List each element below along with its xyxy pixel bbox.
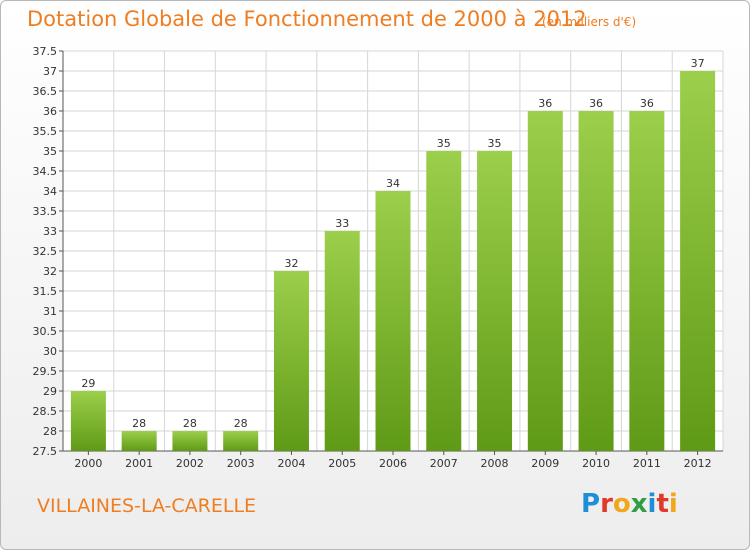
x-tick-label: 2010 [582,457,610,470]
y-tick-label: 31 [43,305,57,318]
value-label: 34 [386,177,400,190]
x-tick-label: 2009 [531,457,559,470]
y-tick-label: 32.5 [33,245,58,258]
y-tick-label: 28 [43,425,57,438]
value-label: 28 [183,417,197,430]
bar-2012 [680,71,716,451]
proxiti-logo: Proxiti [581,489,678,519]
value-label: 36 [538,97,552,110]
commune-name: VILLAINES-LA-CARELLE [37,495,257,517]
bar-2011 [629,111,665,451]
x-tick-label: 2006 [379,457,407,470]
bar-2010 [578,111,614,451]
y-tick-label: 31.5 [33,285,58,298]
bar-2007 [426,151,462,451]
y-tick-label: 27.5 [33,445,58,458]
y-tick-label: 29.5 [33,365,58,378]
bar-2000 [70,391,106,451]
y-tick-label: 32 [43,265,57,278]
y-tick-label: 37 [43,65,57,78]
bar-2003 [223,431,259,451]
logo-letter: x [630,489,648,519]
x-tick-label: 2011 [633,457,661,470]
x-tick-label: 2007 [430,457,458,470]
x-tick-label: 2004 [277,457,305,470]
y-tick-label: 36.5 [33,85,58,98]
y-tick-label: 34 [43,185,57,198]
bar-2009 [527,111,563,451]
logo-letter: i [668,489,678,519]
value-label: 28 [132,417,146,430]
y-tick-label: 33 [43,225,57,238]
logo-letter: P [581,489,601,519]
bar-2004 [273,271,309,451]
x-tick-label: 2001 [125,457,153,470]
labels: 27.5 28 28.5 29 29.5 30 30.5 31 31.5 32 32.5 33 33.5… [33,45,712,470]
value-label: 35 [488,137,502,150]
bar-2001 [121,431,157,451]
logo-letter: r [600,489,613,519]
x-tick-label: 2005 [328,457,356,470]
y-tick-label: 35.5 [33,125,58,138]
value-label: 29 [81,377,95,390]
value-label: 32 [284,257,298,270]
chart-unit: (en milliers d'€) [542,15,637,29]
x-tick-label: 2002 [176,457,204,470]
y-tick-label: 35 [43,145,57,158]
y-tick-label: 33.5 [33,205,58,218]
value-label: 28 [234,417,248,430]
value-label: 35 [437,137,451,150]
y-tick-label: 29 [43,385,57,398]
logo-letter: i [647,489,657,519]
bar-2008 [477,151,513,451]
value-label: 36 [640,97,654,110]
logo-letter: o [612,489,631,519]
bar-2002 [172,431,208,451]
x-tick-label: 2000 [74,457,102,470]
x-tick-label: 2003 [227,457,255,470]
y-tick-label: 30 [43,345,57,358]
bars [70,71,716,451]
value-label: 33 [335,217,349,230]
y-tick-label: 37.5 [33,45,58,58]
y-tick-label: 30.5 [33,325,58,338]
x-tick-label: 2008 [481,457,509,470]
value-label: 37 [691,57,705,70]
value-label: 36 [589,97,603,110]
chart-title: Dotation Globale de Fonctionnement de 20… [27,7,587,31]
bar-2006 [375,191,411,451]
x-tick-label: 2012 [684,457,712,470]
bar-2005 [324,231,360,451]
y-tick-label: 34.5 [33,165,58,178]
y-tick-label: 36 [43,105,57,118]
logo-letter: t [656,489,669,519]
y-tick-label: 28.5 [33,405,58,418]
